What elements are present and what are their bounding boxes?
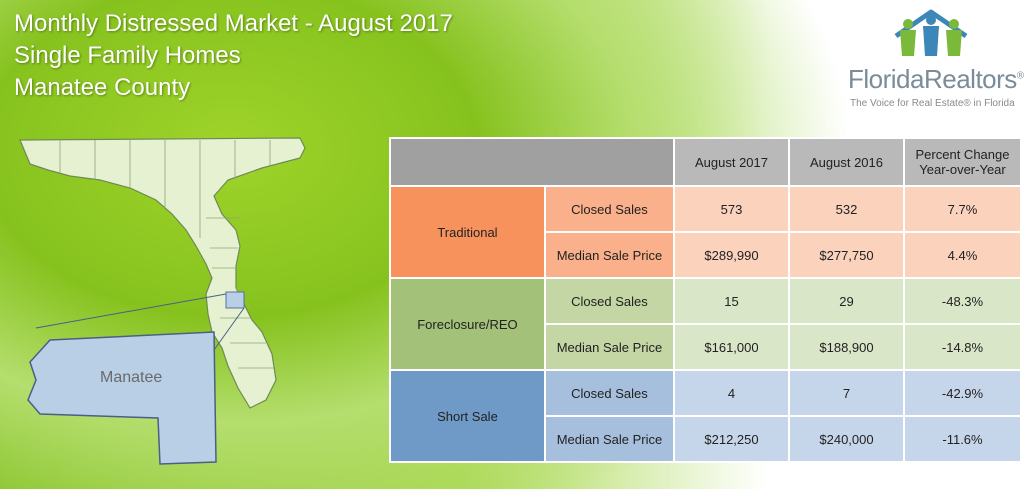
metric-label: Closed Sales: [543, 185, 676, 233]
value-change: -42.9%: [903, 369, 1022, 417]
value-aug2016: $188,900: [788, 323, 905, 371]
value-change: 4.4%: [903, 231, 1022, 279]
florida-map: Manatee: [19, 137, 306, 465]
value-aug2017: 573: [673, 185, 790, 233]
metric-label: Closed Sales: [543, 369, 676, 417]
table-header-row: August 2017 August 2016 Percent Change Y…: [389, 137, 1022, 187]
value-aug2016: 532: [788, 185, 905, 233]
logo-tagline: The Voice for Real Estate® in Florida: [850, 98, 1015, 109]
table-row: Traditional Closed Sales 573 532 7.7%: [389, 185, 1022, 279]
page-subtitle-property-type: Single Family Homes: [14, 42, 241, 69]
header-august-2017: August 2017: [673, 137, 790, 187]
county-lines: [59, 140, 274, 369]
table-row: Short Sale Closed Sales 4 7 -42.9%: [389, 369, 1022, 463]
value-aug2016: 7: [788, 369, 905, 417]
metric-label: Median Sale Price: [543, 231, 676, 279]
value-aug2016: $240,000: [788, 415, 905, 463]
table-row: Median Sale Price $212,250 $240,000 -11.…: [390, 415, 1022, 463]
metric-label: Closed Sales: [543, 277, 676, 325]
registered-mark: ®: [1016, 70, 1024, 82]
florida-state-shape: [19, 137, 306, 409]
value-aug2017: 4: [673, 369, 790, 417]
value-change: 7.7%: [903, 185, 1022, 233]
value-change: -48.3%: [903, 277, 1022, 325]
category-foreclosure-reo: Foreclosure/REO: [389, 277, 546, 371]
page-subtitle-county: Manatee County: [14, 74, 191, 101]
value-aug2017: $161,000: [673, 323, 790, 371]
title-block: Monthly Distressed Market - August 2017 …: [14, 8, 453, 104]
metric-label: Median Sale Price: [543, 323, 676, 371]
value-aug2016: 29: [788, 277, 905, 325]
manatee-county-highlight: [225, 291, 245, 309]
value-aug2016: $277,750: [788, 231, 905, 279]
people-icon: [894, 9, 968, 56]
manatee-county-enlarged: [27, 331, 217, 465]
page-title: Monthly Distressed Market - August 2017: [14, 10, 453, 37]
table-row: Foreclosure/REO Closed Sales 15 29 -48.3…: [389, 277, 1022, 371]
florida-realtors-logo: FloridaRealtors® The Voice for Real Esta…: [848, 6, 1024, 116]
metric-label: Median Sale Price: [543, 415, 676, 463]
manatee-label: Manatee: [100, 369, 162, 386]
table-row: Median Sale Price $161,000 $188,900 -14.…: [390, 323, 1022, 371]
value-aug2017: $212,250: [673, 415, 790, 463]
logo-wordmark: FloridaRealtors®: [848, 64, 1024, 94]
distressed-market-table: August 2017 August 2016 Percent Change Y…: [389, 137, 1022, 463]
category-traditional: Traditional: [389, 185, 546, 279]
header-percent-change: Percent Change Year-over-Year: [903, 137, 1022, 187]
table-row: Median Sale Price $289,990 $277,750 4.4%: [390, 231, 1022, 279]
value-aug2017: $289,990: [673, 231, 790, 279]
value-aug2017: 15: [673, 277, 790, 325]
value-change: -11.6%: [903, 415, 1022, 463]
header-august-2016: August 2016: [788, 137, 905, 187]
header-blank-cell: [389, 137, 675, 187]
value-change: -14.8%: [903, 323, 1022, 371]
category-short-sale: Short Sale: [389, 369, 546, 463]
